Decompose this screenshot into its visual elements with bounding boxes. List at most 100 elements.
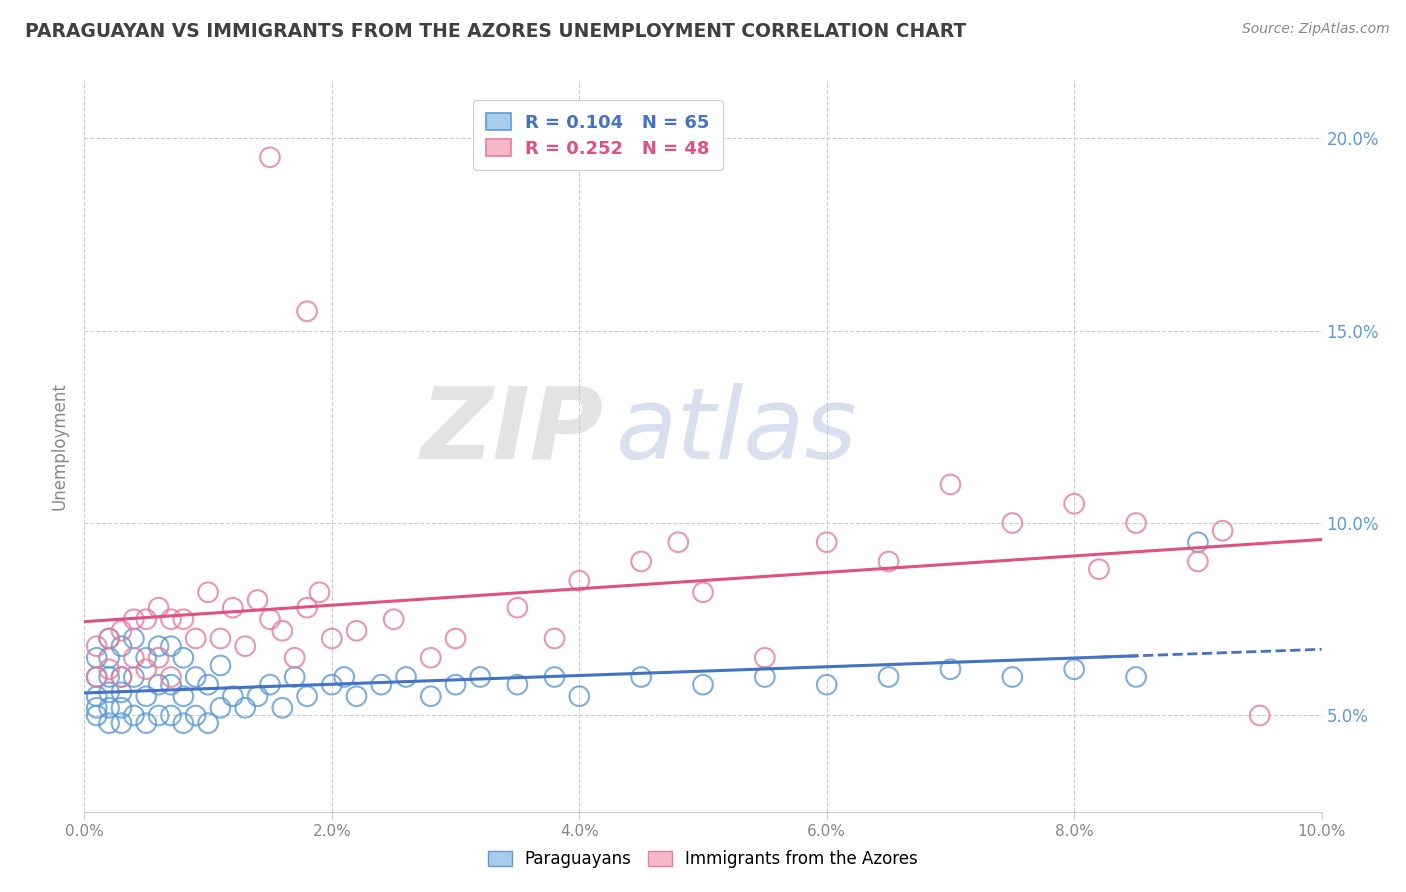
Point [98, 632, 121, 646]
Point [110, 700, 132, 714]
Point [209, 632, 232, 646]
Point [122, 708, 145, 723]
Point [172, 690, 194, 704]
Point [692, 678, 714, 692]
Point [321, 632, 343, 646]
Point [444, 632, 467, 646]
Point [939, 662, 962, 676]
Point [86, 700, 108, 714]
Point [1001, 670, 1024, 684]
Point [98, 670, 121, 684]
Point [506, 600, 529, 615]
Point [122, 632, 145, 646]
Point [148, 650, 170, 665]
Point [233, 639, 256, 653]
Point [346, 624, 368, 638]
Point [122, 612, 145, 626]
Point [148, 708, 170, 723]
Point [135, 662, 157, 676]
Point [395, 670, 418, 684]
Point [543, 632, 565, 646]
Point [110, 685, 132, 699]
Point [295, 690, 318, 704]
Point [110, 624, 132, 638]
Point [110, 670, 132, 684]
Point [630, 554, 652, 568]
Point [98, 632, 121, 646]
Point [543, 670, 565, 684]
Text: Source: ZipAtlas.com: Source: ZipAtlas.com [1241, 22, 1389, 37]
Point [86, 690, 108, 704]
Point [470, 670, 492, 684]
Point [98, 650, 121, 665]
Point [98, 700, 121, 714]
Point [1125, 670, 1147, 684]
Point [160, 708, 183, 723]
Point [110, 639, 132, 653]
Point [122, 650, 145, 665]
Point [271, 700, 294, 714]
Point [172, 650, 194, 665]
Point [222, 600, 245, 615]
Point [222, 690, 245, 704]
Point [666, 535, 689, 549]
Point [135, 690, 157, 704]
Point [86, 708, 108, 723]
Point [197, 678, 219, 692]
Point [370, 678, 392, 692]
Point [1187, 535, 1209, 549]
Point [160, 639, 183, 653]
Point [1088, 562, 1111, 576]
Point [321, 678, 343, 692]
Point [135, 716, 157, 731]
Point [939, 477, 962, 491]
Point [333, 670, 356, 684]
Point [506, 678, 529, 692]
Text: ZIP: ZIP [420, 383, 605, 480]
Point [135, 650, 157, 665]
Point [246, 690, 269, 704]
Point [568, 574, 591, 588]
Point [233, 700, 256, 714]
Point [160, 612, 183, 626]
Point [308, 585, 330, 599]
Text: atlas: atlas [616, 383, 858, 480]
Y-axis label: Unemployment: Unemployment [51, 382, 69, 510]
Point [209, 658, 232, 673]
Point [209, 700, 232, 714]
Point [754, 670, 776, 684]
Point [754, 650, 776, 665]
Point [568, 690, 591, 704]
Point [419, 650, 441, 665]
Point [86, 639, 108, 653]
Point [382, 612, 405, 626]
Point [295, 600, 318, 615]
Point [419, 690, 441, 704]
Point [197, 585, 219, 599]
Point [444, 678, 467, 692]
Point [1249, 708, 1271, 723]
Point [259, 150, 281, 164]
Point [259, 678, 281, 692]
Point [110, 670, 132, 684]
Point [284, 650, 307, 665]
Point [271, 624, 294, 638]
Point [184, 670, 207, 684]
Point [877, 670, 900, 684]
Point [135, 612, 157, 626]
Text: PARAGUAYAN VS IMMIGRANTS FROM THE AZORES UNEMPLOYMENT CORRELATION CHART: PARAGUAYAN VS IMMIGRANTS FROM THE AZORES… [25, 22, 966, 41]
Point [160, 670, 183, 684]
Point [148, 600, 170, 615]
Point [172, 612, 194, 626]
Point [1001, 516, 1024, 530]
Point [1125, 516, 1147, 530]
Point [86, 670, 108, 684]
Point [346, 690, 368, 704]
Point [877, 554, 900, 568]
Point [815, 678, 838, 692]
Point [197, 716, 219, 731]
Legend: R = 0.104   N = 65, R = 0.252   N = 48: R = 0.104 N = 65, R = 0.252 N = 48 [472, 100, 723, 170]
Point [98, 685, 121, 699]
Point [1063, 662, 1085, 676]
Point [259, 612, 281, 626]
